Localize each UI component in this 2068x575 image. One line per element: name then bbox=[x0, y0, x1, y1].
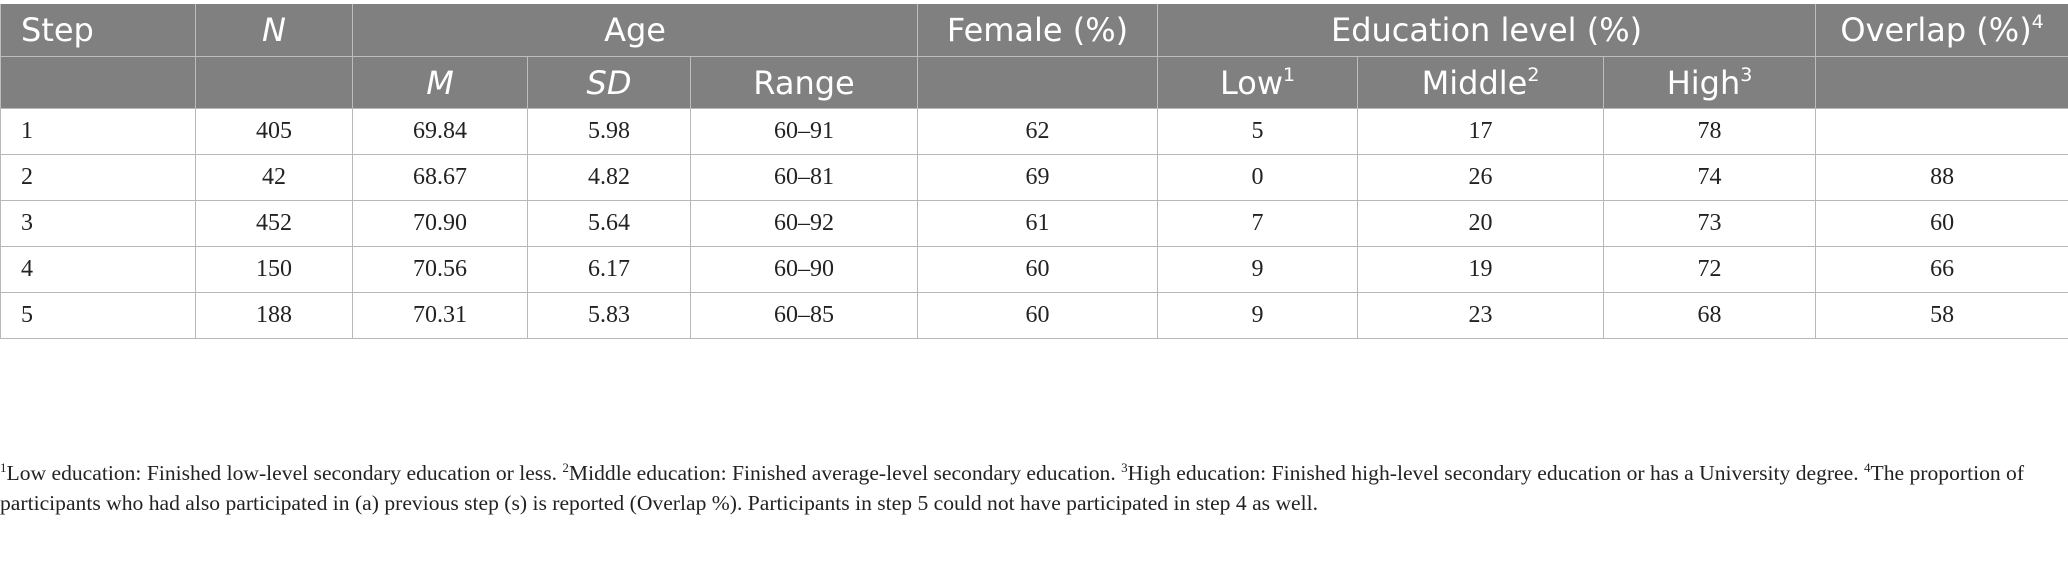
header-age-mean: M bbox=[352, 56, 528, 109]
header-overlap-label: Overlap (%) bbox=[1840, 11, 2032, 49]
header-high-footnote-marker: 3 bbox=[1740, 63, 1753, 86]
cell-n: 150 bbox=[195, 246, 353, 293]
header-age: Age bbox=[351, 4, 919, 57]
footnote-text-4: The proportion of participants who had a… bbox=[0, 461, 2025, 515]
cell-education-middle: 26 bbox=[1357, 154, 1605, 201]
cell-n: 42 bbox=[195, 154, 353, 201]
footnote-marker-2: 2 bbox=[562, 460, 569, 475]
header-overlap-footnote-marker: 4 bbox=[2031, 11, 2044, 33]
cell-overlap bbox=[1815, 108, 2068, 155]
cell-age-mean: 68.67 bbox=[352, 154, 528, 201]
header-age-sd: SD bbox=[527, 56, 691, 109]
cell-education-high: 78 bbox=[1603, 108, 1817, 155]
header-age-range: Range bbox=[689, 56, 919, 109]
header-row-1: Step N Age Female (%) Education level (%… bbox=[0, 4, 2068, 57]
cell-education-middle: 23 bbox=[1357, 292, 1605, 339]
header-low-footnote-marker: 1 bbox=[1282, 63, 1296, 86]
table-row: 3 452 70.90 5.64 60–92 61 7 20 73 60 bbox=[0, 200, 2068, 247]
cell-step: 4 bbox=[0, 246, 196, 293]
table-row: 1 405 69.84 5.98 60–91 62 5 17 78 bbox=[0, 108, 2068, 155]
cell-age-sd: 5.83 bbox=[527, 292, 691, 339]
cell-age-mean: 69.84 bbox=[352, 108, 528, 155]
cell-education-low: 9 bbox=[1157, 246, 1359, 293]
header-education-level: Education level (%) bbox=[1157, 4, 1817, 57]
header-blank-overlap bbox=[1815, 56, 2068, 109]
cell-education-middle: 19 bbox=[1357, 246, 1605, 293]
footnote-text-1: Low education: Finished low-level second… bbox=[6, 461, 563, 485]
cell-age-range: 60–85 bbox=[689, 292, 919, 339]
footnote-marker-1: 1 bbox=[0, 460, 7, 475]
cell-female: 60 bbox=[917, 292, 1159, 339]
table-body: 1 405 69.84 5.98 60–91 62 5 17 78 2 42 68.67 4.82 60–… bbox=[0, 108, 2068, 339]
cell-education-high: 74 bbox=[1603, 154, 1817, 201]
cell-age-mean: 70.56 bbox=[352, 246, 528, 293]
cell-female: 61 bbox=[917, 200, 1159, 247]
header-blank-n bbox=[195, 56, 353, 109]
header-overlap: Overlap (%)4 bbox=[1815, 4, 2068, 57]
cell-step: 1 bbox=[0, 108, 196, 155]
header-blank-female bbox=[917, 56, 1159, 109]
cell-overlap: 88 bbox=[1815, 154, 2068, 201]
table-row: 2 42 68.67 4.82 60–81 69 0 26 74 88 bbox=[0, 154, 2068, 201]
cell-female: 60 bbox=[917, 246, 1159, 293]
cell-education-high: 73 bbox=[1603, 200, 1817, 247]
cell-overlap: 58 bbox=[1815, 292, 2068, 339]
cell-education-low: 7 bbox=[1157, 200, 1359, 247]
cell-overlap: 60 bbox=[1815, 200, 2068, 247]
cell-education-high: 72 bbox=[1603, 246, 1817, 293]
header-education-high: High3 bbox=[1603, 56, 1817, 109]
cell-education-low: 0 bbox=[1157, 154, 1359, 201]
header-middle-footnote-marker: 2 bbox=[1527, 63, 1540, 86]
cell-step: 5 bbox=[0, 292, 196, 339]
header-n: N bbox=[195, 4, 353, 57]
cell-overlap: 66 bbox=[1815, 246, 2068, 293]
footnote-marker-3: 3 bbox=[1121, 460, 1128, 475]
header-education-middle: Middle2 bbox=[1357, 56, 1605, 109]
cell-age-sd: 6.17 bbox=[527, 246, 691, 293]
cell-n: 188 bbox=[195, 292, 353, 339]
cell-age-range: 60–81 bbox=[689, 154, 919, 201]
cell-education-low: 5 bbox=[1157, 108, 1359, 155]
footnote-marker-4: 4 bbox=[1864, 460, 1871, 475]
cell-female: 62 bbox=[917, 108, 1159, 155]
cell-n: 452 bbox=[195, 200, 353, 247]
header-low-label: Low bbox=[1219, 63, 1283, 102]
header-education-low: Low1 bbox=[1157, 56, 1359, 109]
cell-age-range: 60–90 bbox=[689, 246, 919, 293]
table-footnote: 1Low education: Finished low-level secon… bbox=[0, 458, 2060, 518]
cell-age-mean: 70.31 bbox=[352, 292, 528, 339]
cell-education-middle: 20 bbox=[1357, 200, 1605, 247]
header-high-label: High bbox=[1666, 63, 1741, 102]
cell-age-sd: 5.64 bbox=[527, 200, 691, 247]
cell-education-low: 9 bbox=[1157, 292, 1359, 339]
header-row-2: M SD Range Low1 Middle2 High3 bbox=[0, 56, 2068, 109]
header-blank-step bbox=[0, 56, 196, 109]
table-row: 5 188 70.31 5.83 60–85 60 9 23 68 58 bbox=[0, 292, 2068, 339]
cell-age-mean: 70.90 bbox=[352, 200, 528, 247]
footnote-text-2: Middle education: Finished average-level… bbox=[568, 461, 1122, 485]
cell-female: 69 bbox=[917, 154, 1159, 201]
demographics-table: Step N Age Female (%) Education level (%… bbox=[0, 4, 2068, 339]
footnote-text-3: High education: Finished high-level seco… bbox=[1127, 461, 1865, 485]
cell-step: 2 bbox=[0, 154, 196, 201]
cell-step: 3 bbox=[0, 200, 196, 247]
cell-education-middle: 17 bbox=[1357, 108, 1605, 155]
table-row: 4 150 70.56 6.17 60–90 60 9 19 72 66 bbox=[0, 246, 2068, 293]
header-female: Female (%) bbox=[917, 4, 1159, 57]
cell-education-high: 68 bbox=[1603, 292, 1817, 339]
cell-age-sd: 4.82 bbox=[527, 154, 691, 201]
cell-age-range: 60–92 bbox=[689, 200, 919, 247]
cell-age-range: 60–91 bbox=[689, 108, 919, 155]
cell-n: 405 bbox=[195, 108, 353, 155]
header-step: Step bbox=[0, 4, 196, 57]
header-middle-label: Middle bbox=[1421, 63, 1528, 102]
cell-age-sd: 5.98 bbox=[527, 108, 691, 155]
